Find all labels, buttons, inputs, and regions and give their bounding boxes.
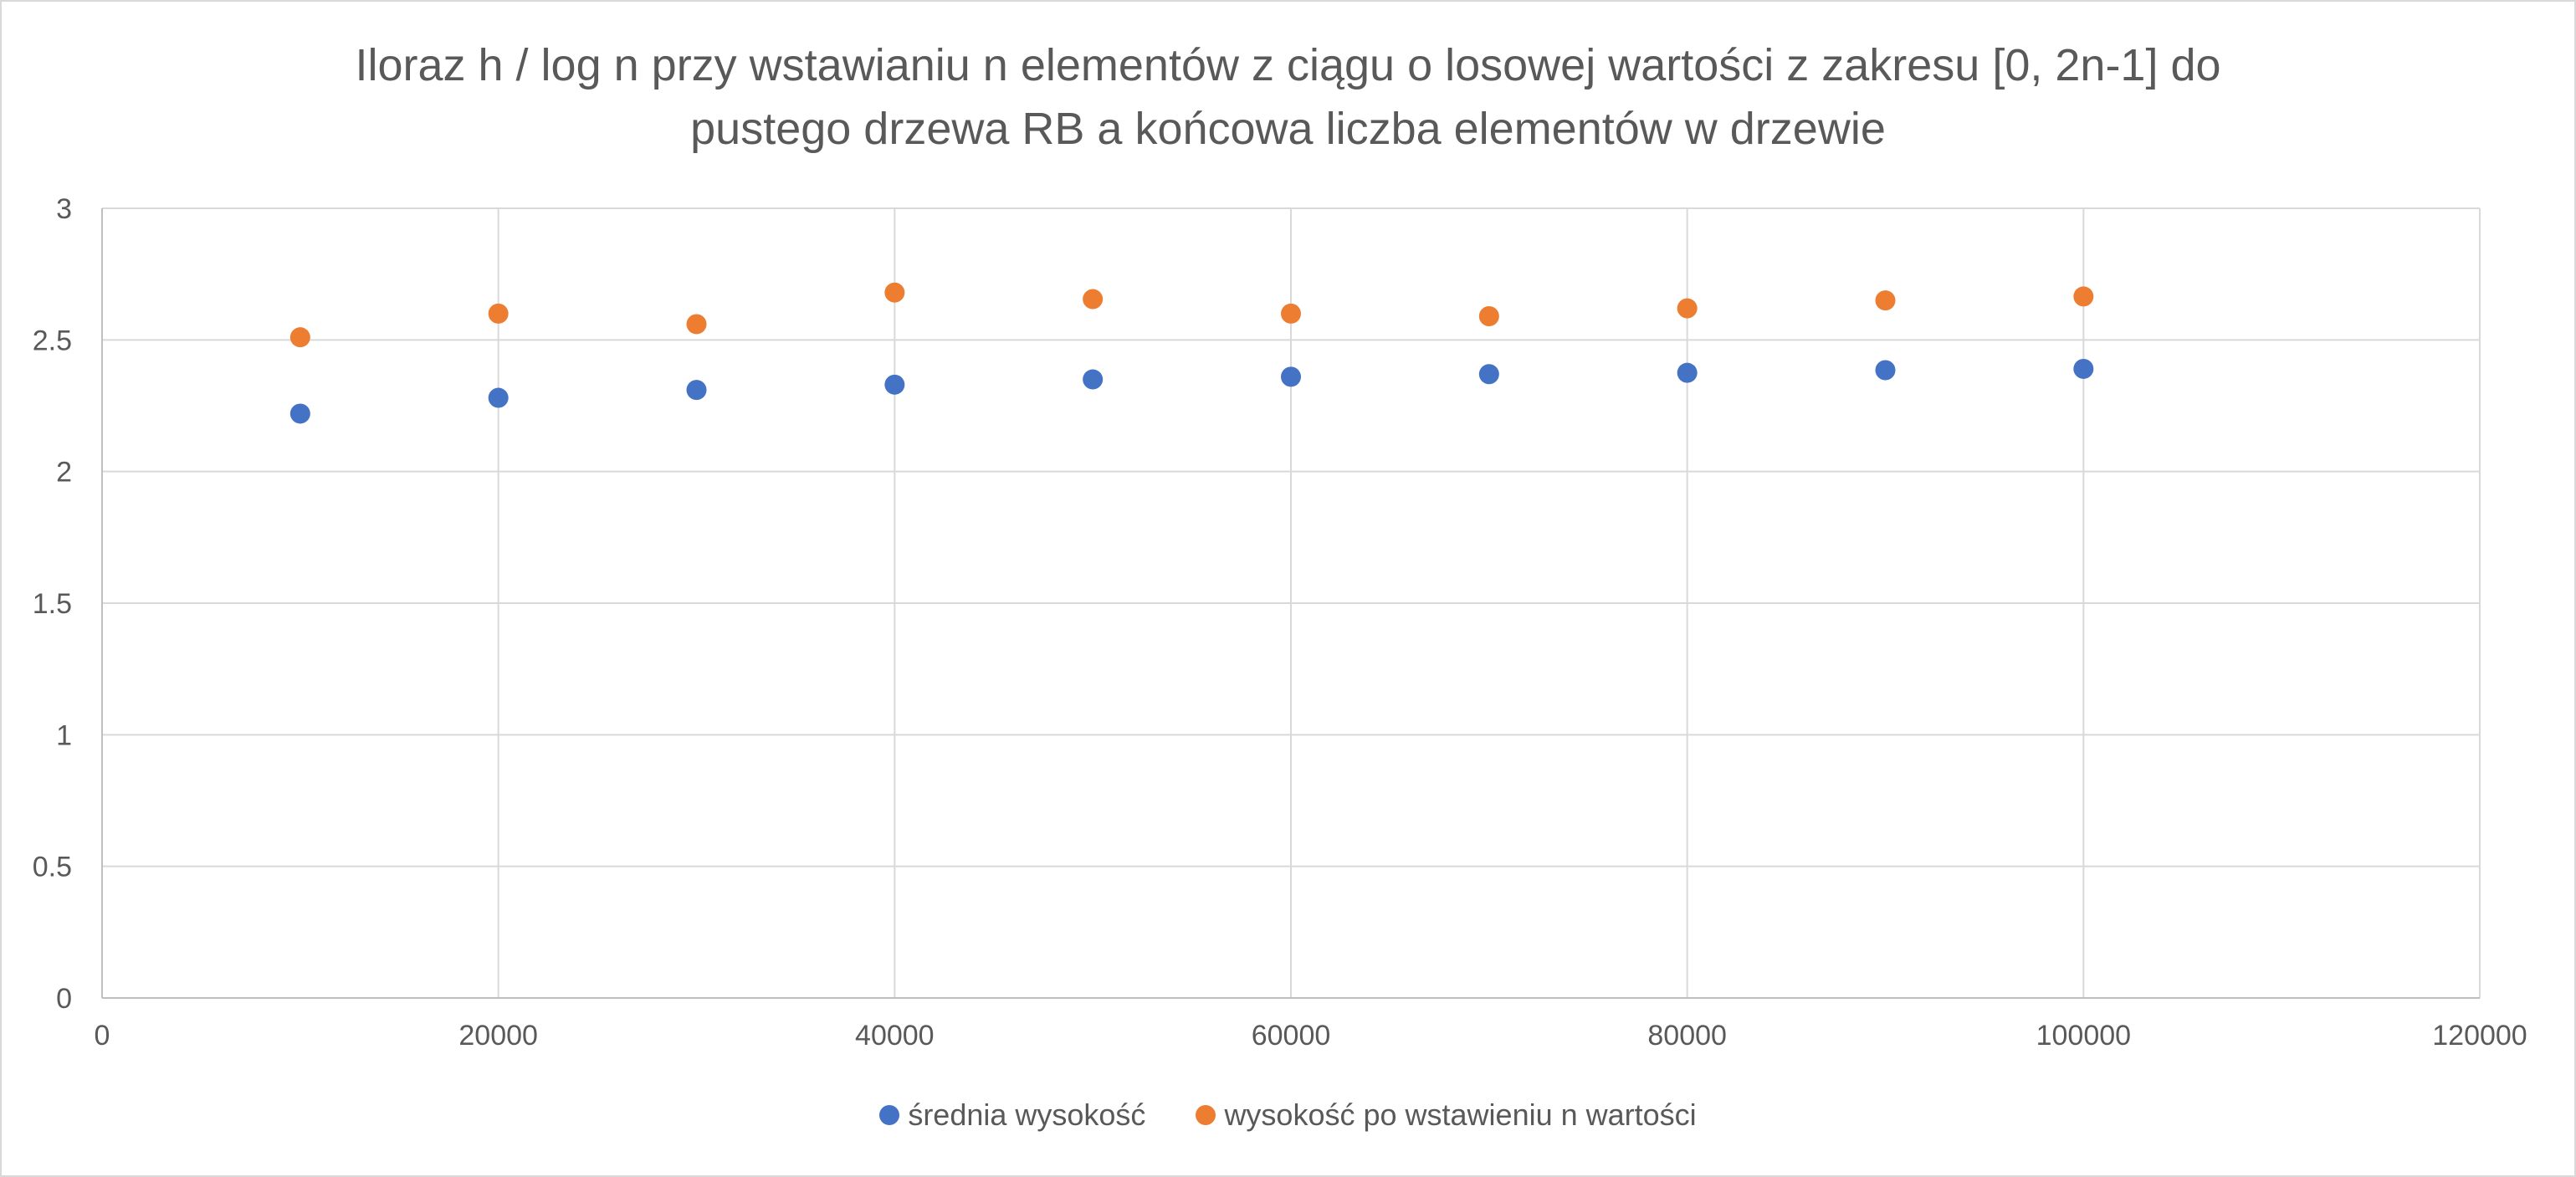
data-point-series-1 [1478,364,1499,385]
x-tick-label: 80000 [1647,1020,1727,1052]
data-point-series-1 [884,374,905,395]
x-tick-label: 40000 [855,1020,935,1052]
legend-item-srednia: średnia wysokość [879,1098,1145,1133]
data-point-series-2 [1677,298,1698,319]
chart-title-line-2: pustego drzewa RB a końcowa liczba eleme… [690,104,1886,154]
y-tick-label: 0 [56,983,72,1015]
y-tick-label: 0.5 [33,852,72,883]
y-tick-label: 2 [56,457,72,489]
y-tick-label: 3 [56,193,72,225]
data-points [289,282,2094,424]
legend-marker-srednia [879,1105,900,1125]
chart-title: Iloraz h / log n przy wstawianiu n eleme… [0,33,2576,161]
legend: średnia wysokość wysokość po wstawieniu … [0,1098,2576,1133]
x-tick-label: 0 [95,1020,110,1052]
x-tick-label: 120000 [2432,1020,2527,1052]
gridlines [102,207,2481,998]
data-point-series-2 [289,327,310,348]
data-point-series-1 [289,403,310,424]
chart-title-line-1: Iloraz h / log n przy wstawianiu n eleme… [355,40,2221,90]
data-point-series-2 [488,303,509,324]
data-point-series-2 [2073,286,2094,307]
x-tick-label: 20000 [458,1020,538,1052]
data-point-series-2 [1478,306,1499,327]
x-tick-label: 60000 [1252,1020,1331,1052]
data-point-series-1 [488,387,509,408]
x-tick-label: 100000 [2036,1020,2131,1052]
legend-item-po-wstawieniu: wysokość po wstawieniu n wartości [1196,1098,1697,1133]
y-tick-label: 1.5 [33,588,72,620]
data-point-series-2 [884,282,905,303]
axes [101,208,2480,999]
data-point-series-1 [1281,366,1301,387]
data-point-series-2 [686,314,707,335]
legend-marker-po-wstawieniu [1196,1105,1216,1125]
data-point-series-1 [1875,360,1896,381]
legend-label-po-wstawieniu: wysokość po wstawieniu n wartości [1224,1098,1697,1132]
y-tick-label: 2.5 [33,325,72,356]
data-point-series-1 [1677,362,1698,383]
tick-labels: 0 0.5 1 1.5 2 2.5 3 0 20000 40000 60000 80000 100000… [33,193,2527,1052]
data-point-series-1 [2073,358,2094,379]
data-point-series-2 [1281,303,1301,324]
data-point-series-2 [1083,289,1104,310]
data-point-series-1 [686,380,707,401]
data-point-series-1 [1083,369,1104,390]
legend-label-srednia: średnia wysokość [908,1098,1146,1132]
data-point-series-2 [1875,290,1896,311]
y-tick-label: 1 [56,719,72,751]
